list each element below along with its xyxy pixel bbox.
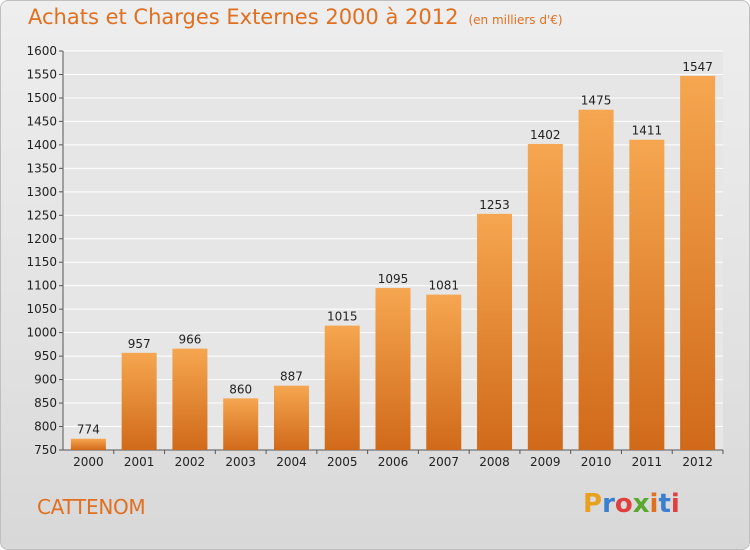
- y-tick-label: 1100: [26, 279, 57, 293]
- data-label: 860: [229, 382, 252, 396]
- data-label: 887: [280, 370, 303, 384]
- logo-letter: P: [583, 489, 603, 519]
- y-tick-label: 750: [34, 443, 57, 457]
- y-tick-label: 1150: [26, 255, 57, 269]
- y-tick-label: 1450: [26, 114, 57, 128]
- chart-title: Achats et Charges Externes 2000 à 2012 (e…: [28, 5, 563, 29]
- x-tick-label: 2000: [73, 455, 104, 469]
- x-tick-label: 2006: [378, 455, 409, 469]
- y-tick-label: 1200: [26, 232, 57, 246]
- x-tick-label: 2005: [327, 455, 358, 469]
- y-tick-label: 1000: [26, 326, 57, 340]
- bar: [223, 398, 259, 450]
- data-label: 1095: [378, 272, 409, 286]
- x-tick-label: 2009: [530, 455, 561, 469]
- logo-letter: x: [632, 489, 650, 519]
- data-label: 1547: [682, 60, 713, 74]
- bar: [680, 75, 716, 451]
- title-text: Achats et Charges Externes 2000 à 2012: [28, 5, 459, 29]
- x-tick-label: 2001: [124, 455, 155, 469]
- logo-letter: t: [658, 489, 671, 519]
- data-label: 1475: [581, 94, 612, 108]
- unit-label: (en milliers d'€): [468, 13, 563, 27]
- bar: [324, 325, 360, 450]
- logo-letter: i: [670, 489, 680, 519]
- logo-letter: o: [614, 489, 633, 519]
- x-tick-label: 2012: [682, 455, 713, 469]
- data-label: 1253: [479, 198, 510, 212]
- bar: [527, 143, 563, 450]
- y-tick-label: 950: [34, 349, 57, 363]
- y-tick-label: 1350: [26, 161, 57, 175]
- x-tick-label: 2010: [581, 455, 612, 469]
- y-tick-label: 1500: [26, 91, 57, 105]
- data-label: 774: [77, 423, 100, 437]
- y-tick-label: 1600: [26, 44, 57, 58]
- data-label: 1411: [632, 124, 663, 138]
- x-tick-label: 2011: [632, 455, 663, 469]
- bar: [70, 438, 106, 450]
- proxiti-logo: Proxiti: [583, 489, 680, 519]
- bar: [578, 109, 614, 451]
- y-tick-label: 800: [34, 420, 57, 434]
- data-label: 1081: [428, 279, 459, 293]
- y-tick-label: 900: [34, 373, 57, 387]
- x-tick-label: 2003: [225, 455, 256, 469]
- x-tick-label: 2004: [276, 455, 307, 469]
- x-tick-label: 2002: [175, 455, 206, 469]
- bar: [273, 385, 309, 450]
- y-tick-label: 1300: [26, 185, 57, 199]
- bar: [477, 213, 513, 450]
- logo-letter: r: [602, 489, 615, 519]
- x-tick-label: 2008: [479, 455, 510, 469]
- bar: [629, 139, 665, 451]
- data-label: 957: [128, 337, 151, 351]
- commune-name: CATTENOM: [37, 495, 146, 519]
- logo-letter: i: [649, 489, 659, 519]
- data-label: 966: [178, 333, 201, 347]
- y-tick-label: 850: [34, 396, 57, 410]
- bar: [172, 348, 208, 450]
- data-label: 1015: [327, 310, 358, 324]
- bar: [121, 352, 157, 450]
- y-tick-label: 1550: [26, 67, 57, 81]
- y-tick-label: 1250: [26, 208, 57, 222]
- data-label: 1402: [530, 128, 561, 142]
- y-tick-label: 1400: [26, 138, 57, 152]
- y-tick-label: 1050: [26, 302, 57, 316]
- bar: [375, 288, 411, 450]
- bar: [426, 294, 462, 450]
- x-tick-label: 2007: [428, 455, 459, 469]
